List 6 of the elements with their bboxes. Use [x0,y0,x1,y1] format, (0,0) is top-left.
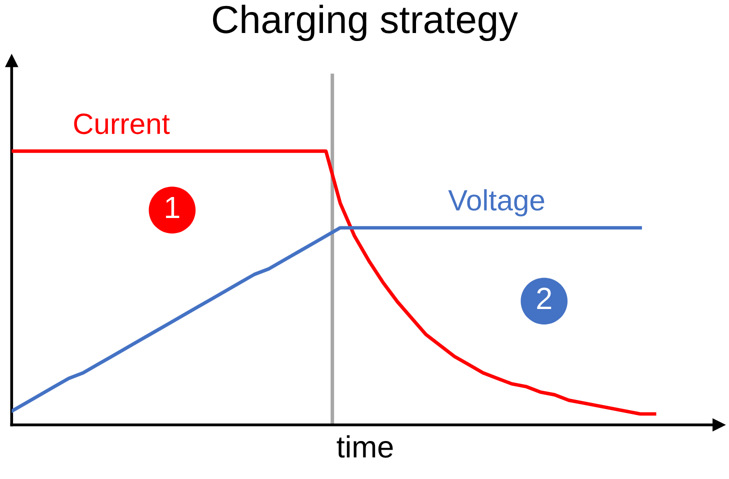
x-axis-title: time [336,435,393,458]
series-label: Current [74,114,170,134]
annotation: 1 [166,196,180,218]
series-label: Voltage [448,189,544,216]
chart-title: Charging strategy [213,4,518,42]
annotation: 2 [537,288,552,309]
